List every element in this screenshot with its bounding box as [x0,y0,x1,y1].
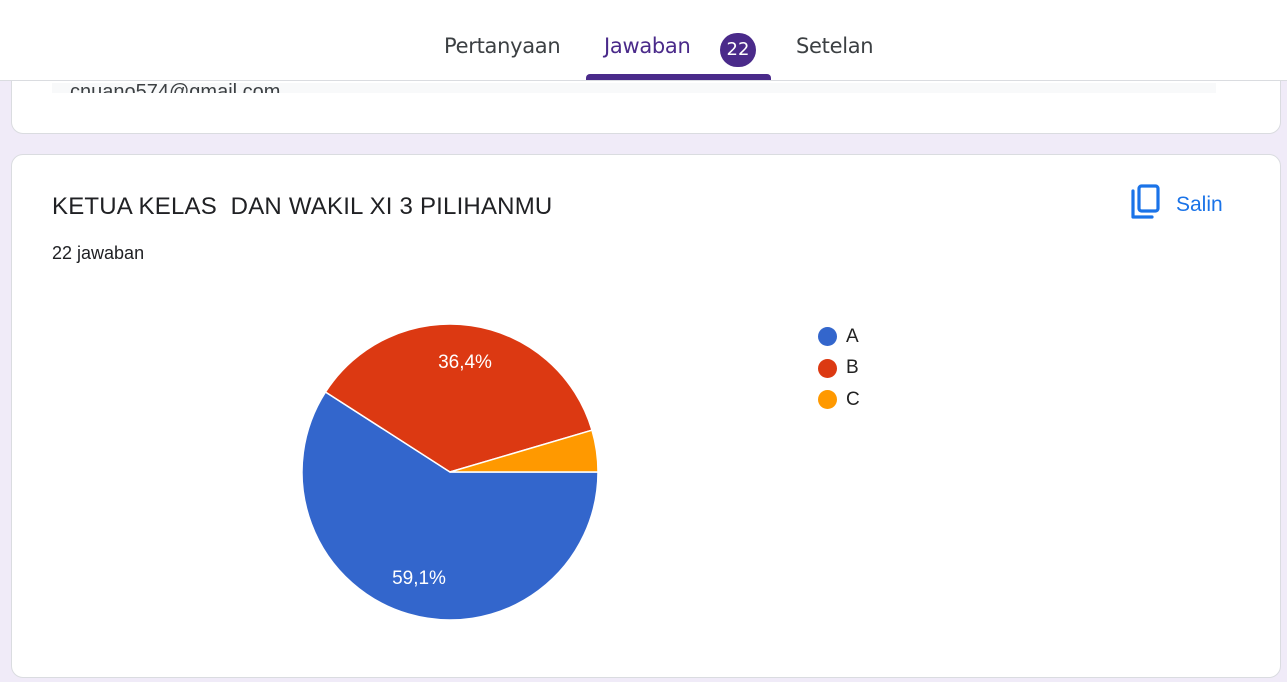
copy-icon [1130,184,1160,226]
tab-jawaban[interactable]: Jawaban [604,34,691,58]
question-summary-card: KETUA KELAS DAN WAKIL XI 3 PILIHANMU 22 … [11,154,1281,678]
copy-label: Salin [1176,193,1223,216]
email-response-row: cnuano574@gmail.com [52,83,1216,93]
chart-legend: A B C [818,321,860,416]
slice-label-a: 59,1% [392,568,446,589]
legend-label-b: B [846,357,859,379]
copy-chart-button[interactable]: Salin [1130,184,1223,226]
legend-label-c: C [846,388,860,410]
legend-dot-b [818,358,837,378]
legend-item-c[interactable]: C [818,384,860,416]
legend-label-a: A [846,325,859,347]
pie-chart: 36,4% 59,1% [301,323,599,621]
top-bar: Pertanyaan Jawaban 22 Setelan [0,0,1287,81]
legend-item-a[interactable]: A [818,321,860,353]
active-tab-indicator [586,74,771,80]
legend-dot-a [818,327,837,347]
tab-setelan[interactable]: Setelan [796,34,874,58]
tab-bar: Pertanyaan Jawaban 22 Setelan [0,0,1287,80]
question-title: KETUA KELAS DAN WAKIL XI 3 PILIHANMU [52,193,553,220]
tab-pertanyaan[interactable]: Pertanyaan [444,34,561,58]
legend-dot-c [818,390,837,410]
pie-slice-a[interactable] [301,390,599,621]
response-count: 22 jawaban [52,243,145,263]
email-response-text: cnuano574@gmail.com [70,83,280,93]
legend-item-b[interactable]: B [818,353,860,385]
response-count-badge: 22 [720,33,756,67]
slice-label-b: 36,4% [438,352,492,373]
pie-slice-c[interactable] [449,429,599,473]
pie-slice-b[interactable] [324,323,593,473]
